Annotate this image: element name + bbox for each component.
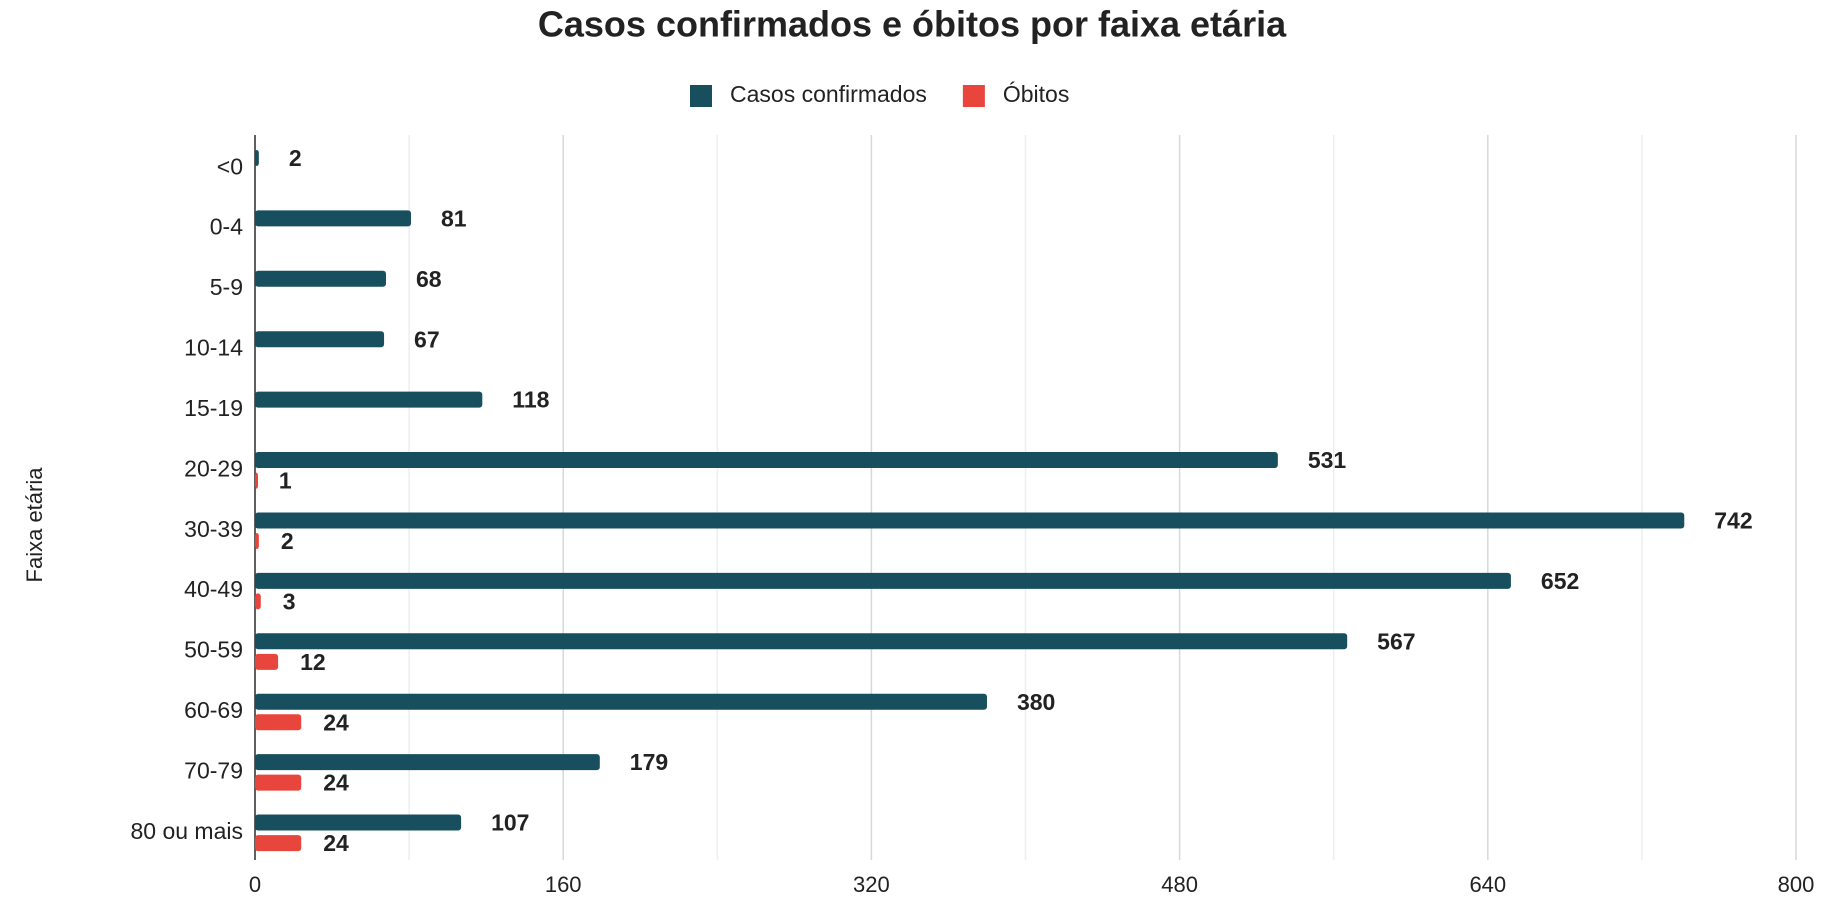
bar [255,512,1685,529]
chart-title: Casos confirmados e óbitos por faixa etá… [538,4,1287,45]
x-tick-label: 320 [853,872,890,897]
y-tick-label: 70-79 [184,757,243,783]
bar [255,572,1511,589]
bar [255,452,1278,469]
bar [255,835,302,852]
x-tick-label: 480 [1161,872,1198,897]
bar [255,693,987,710]
bar [255,653,279,670]
x-tick-label: 640 [1469,872,1506,897]
data-label: 531 [1308,447,1347,473]
data-label: 24 [323,830,349,856]
y-tick-label: 20-29 [184,455,243,481]
legend-swatch [690,85,712,107]
data-label: 12 [300,649,326,675]
bar [255,472,258,489]
data-label: 567 [1377,628,1415,654]
y-tick-label: 5-9 [210,274,243,300]
y-tick-label: 40-49 [184,576,243,602]
bar [255,210,412,227]
data-label: 2 [281,528,294,554]
y-tick-label: 0-4 [210,214,243,240]
x-tick-label: 160 [545,872,582,897]
bar [255,533,259,549]
legend-label: Óbitos [1003,81,1069,107]
data-label: 24 [323,709,349,735]
bar [255,754,600,771]
y-tick-label: 10-14 [184,335,243,361]
data-label: 81 [441,205,467,231]
bar [255,593,261,610]
y-tick-label: 50-59 [184,637,243,663]
data-label: 118 [512,387,549,413]
data-label: 67 [414,326,440,352]
bar [255,270,386,287]
data-label: 68 [416,266,442,292]
data-label: 652 [1541,568,1579,594]
x-tick-label: 800 [1778,872,1815,897]
bar [255,714,302,731]
y-tick-label: 15-19 [184,395,243,421]
bar [255,149,259,166]
data-label: 179 [630,749,668,775]
y-tick-label: 30-39 [184,516,243,542]
bar [255,774,302,791]
legend-swatch [962,85,985,107]
y-axis-label: Faixa etária [22,467,47,583]
data-label: 24 [323,770,349,796]
bar [255,331,385,348]
data-label: 107 [491,810,529,836]
data-label: 742 [1714,508,1752,534]
y-tick-label: <0 [217,153,243,179]
bar [255,814,462,831]
y-tick-label: 80 ou mais [130,818,243,844]
data-label: 380 [1017,689,1055,715]
data-label: 1 [279,468,292,494]
bar [255,391,483,408]
x-tick-label: 0 [249,872,261,897]
data-label: 3 [283,588,296,614]
legend-label: Casos confirmados [730,81,927,107]
y-tick-label: 60-69 [184,697,243,723]
data-label: 2 [289,145,302,171]
bar [255,633,1348,650]
